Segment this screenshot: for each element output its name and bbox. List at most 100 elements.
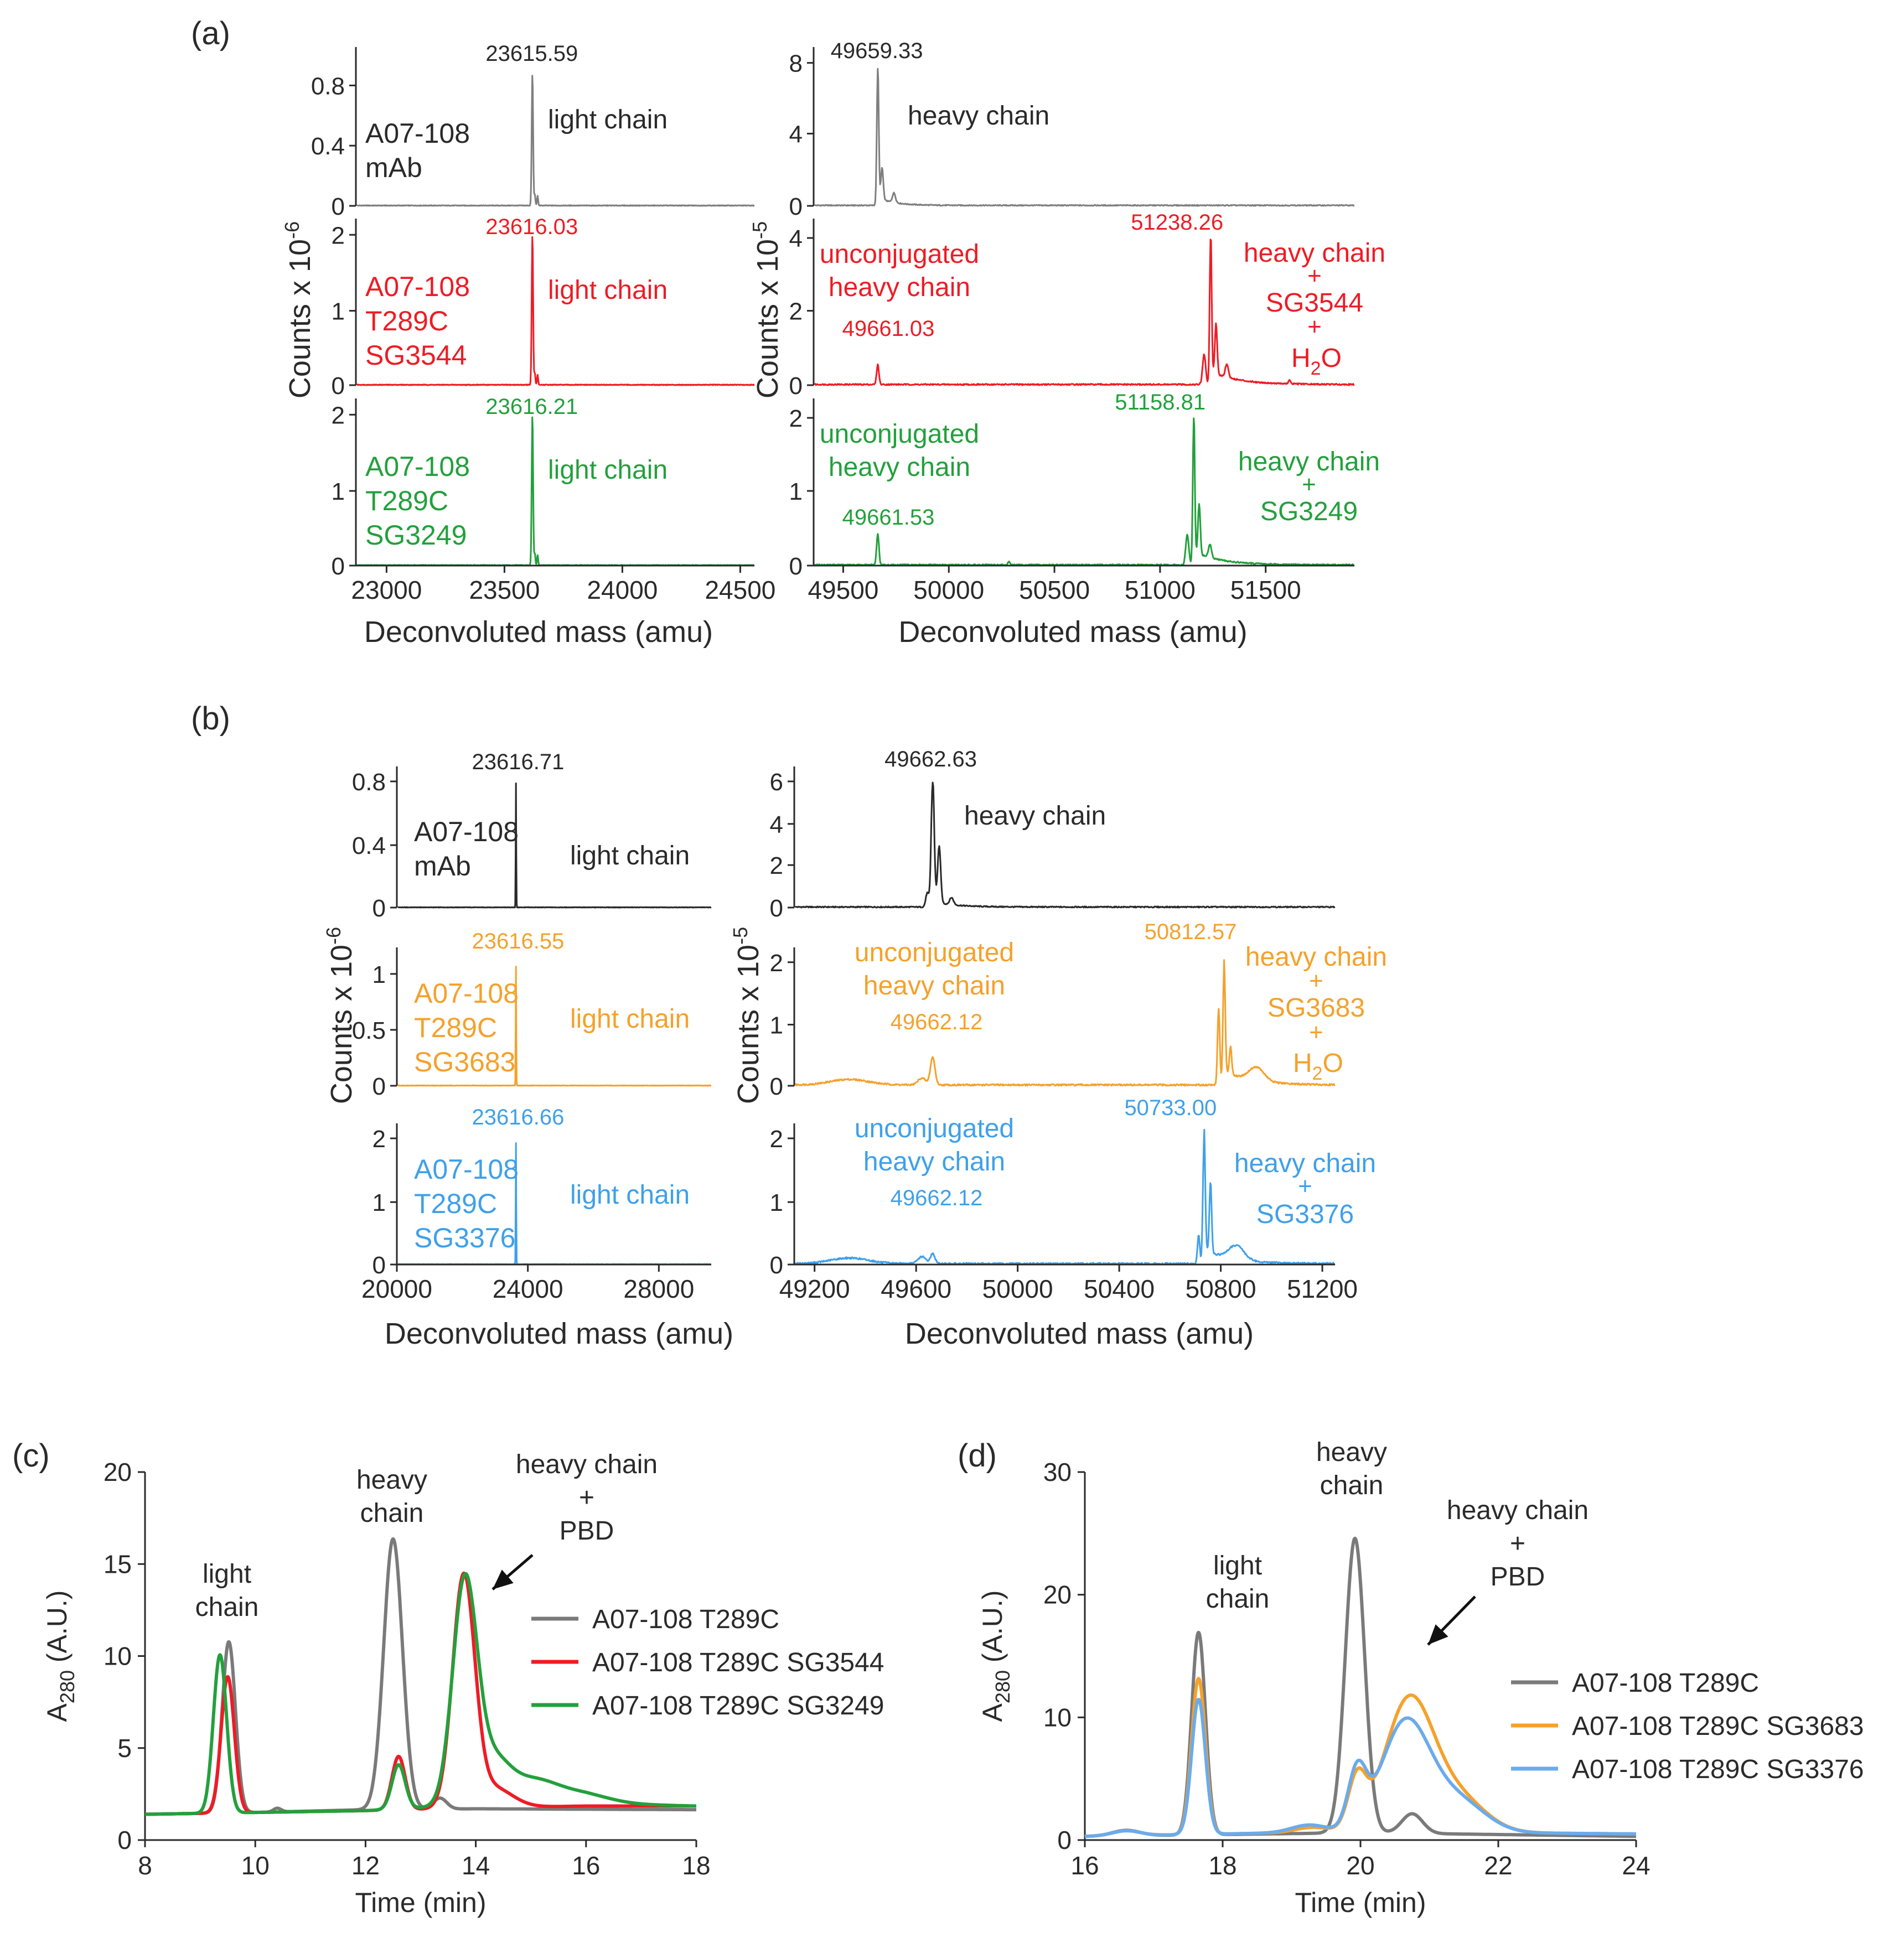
spectrum-line [794, 781, 1336, 909]
unconjugated-annotation: unconjugated [820, 240, 979, 269]
legend-label: A07-108 T289C SG3544 [592, 1648, 884, 1677]
y-tick-label: 20 [1043, 1581, 1072, 1609]
peak-annotation: PBD [560, 1516, 614, 1546]
sample-name: A07-108 [414, 816, 519, 847]
x-tick-label: 50000 [913, 576, 984, 604]
peak-annotation: heavy [1316, 1438, 1387, 1467]
peak-annotation: light [203, 1559, 251, 1589]
chromatogram-line [144, 1537, 697, 1816]
y-tick-label: 1 [332, 298, 345, 325]
unconjugated-annotation: unconjugated [820, 419, 979, 449]
peak-mass-label: 49659.33 [831, 39, 923, 63]
spectrum-line [356, 236, 755, 386]
chromatogram-line [1084, 1677, 1637, 1838]
x-tick-label: 18 [1208, 1851, 1236, 1880]
sample-name: T289C [414, 1188, 497, 1219]
sample-name: A07-108 [365, 118, 470, 149]
sample-name: A07-108 [414, 978, 519, 1009]
y-tick-label: 0 [372, 1073, 386, 1100]
peak-annotation: PBD [1491, 1562, 1545, 1592]
peak-mass-label: 23616.21 [485, 395, 578, 419]
x-tick-label: 24500 [705, 576, 775, 604]
y-tick-label: 0.4 [352, 832, 386, 859]
sample-name: SG3683 [414, 1046, 515, 1077]
unconjugated-annotation: unconjugated [855, 938, 1014, 967]
x-tick-label: 51200 [1287, 1274, 1358, 1303]
y-tick-label: 0 [332, 553, 345, 580]
y-axis-label: A280 (A.U.) [42, 1590, 79, 1722]
x-tick-label: 28000 [623, 1274, 694, 1303]
y-tick-label: 10 [104, 1642, 132, 1671]
y-tick-label: 0 [1057, 1826, 1072, 1854]
conjugate-annotation: heavy chain [1234, 1149, 1376, 1178]
chain-annotation: light chain [570, 841, 690, 870]
conjugate-annotation: heavy chain [1244, 239, 1385, 268]
sample-name: SG3544 [365, 340, 467, 371]
y-tick-label: 2 [789, 405, 803, 432]
y-tick-label: 0 [770, 1252, 783, 1279]
y-tick-label: 2 [372, 1126, 386, 1153]
conjugate-annotation: heavy chain [1245, 942, 1387, 972]
sample-name: T289C [365, 305, 448, 336]
x-tick-label: 12 [351, 1851, 380, 1880]
unconjugated-annotation: heavy chain [863, 971, 1005, 1001]
y-tick-label: 0 [770, 895, 783, 922]
conjugate-annotation: + [1302, 471, 1316, 498]
y-tick-label: 30 [1043, 1458, 1072, 1486]
panel-label-b: (b) [191, 701, 230, 737]
peak-mass-label: 49661.03 [842, 317, 935, 341]
x-tick-label: 16 [1070, 1851, 1099, 1880]
y-axis-exponent: -6 [322, 927, 345, 945]
y-tick-label: 0 [372, 1252, 386, 1279]
y-axis-label: Counts x 10-6 [281, 221, 317, 398]
y-axis-label: Counts x 10-5 [748, 221, 784, 398]
subscript: 2 [1311, 358, 1321, 379]
y-tick-label: 0.5 [352, 1017, 386, 1044]
y-tick-label: 5 [117, 1734, 132, 1763]
y-axis-label: Counts x 10-5 [729, 927, 765, 1104]
y-axis-label: A280 (A.U.) [977, 1590, 1014, 1722]
x-tick-label: 24 [1622, 1851, 1650, 1880]
y-tick-label: 15 [104, 1550, 132, 1578]
y-tick-label: 0 [372, 895, 386, 922]
sample-name: mAb [365, 152, 422, 183]
chain-annotation: light chain [570, 1180, 690, 1210]
x-tick-label: 23000 [351, 576, 422, 604]
unconjugated-annotation: heavy chain [863, 1147, 1005, 1177]
x-tick-label: 51500 [1230, 576, 1301, 604]
y-tick-label: 1 [789, 478, 803, 505]
peak-annotation: light [1213, 1551, 1262, 1581]
legend-label: A07-108 T289C [1572, 1668, 1759, 1698]
y-tick-label: 2 [332, 222, 345, 249]
conjugate-annotation: + [1309, 967, 1323, 994]
y-tick-label: 0.4 [311, 133, 345, 160]
y-tick-label: 0 [117, 1826, 132, 1854]
peak-annotation: heavy [356, 1465, 427, 1495]
conjugate-annotation: O [1321, 344, 1342, 373]
legend-label: A07-108 T289C [592, 1605, 779, 1634]
y-tick-label: 2 [789, 298, 803, 325]
y-tick-label: 0.8 [311, 72, 345, 100]
y-tick-label: 1 [372, 961, 386, 988]
y-tick-label: 20 [104, 1458, 132, 1486]
x-axis-label: Deconvoluted mass (amu) [385, 1317, 733, 1350]
peak-mass-label: 49662.63 [884, 747, 977, 771]
chromatogram-line [1084, 1536, 1637, 1838]
y-tick-label: 1 [332, 478, 345, 505]
conjugate-annotation: + [1307, 262, 1322, 289]
y-tick-label: 2 [770, 950, 783, 977]
x-axis-label: Time (min) [355, 1887, 486, 1918]
y-tick-label: 2 [332, 402, 345, 429]
y-tick-label: 0.8 [352, 769, 386, 796]
unconjugated-annotation: heavy chain [829, 273, 970, 302]
x-tick-label: 50000 [982, 1274, 1053, 1303]
sample-name: SG3376 [414, 1222, 515, 1253]
peak-annotation: heavy chain [1447, 1496, 1589, 1525]
x-tick-label: 23500 [469, 576, 540, 604]
y-tick-label: 2 [770, 1126, 783, 1153]
arrow-head [1428, 1624, 1448, 1645]
x-tick-label: 22 [1484, 1851, 1512, 1880]
x-tick-label: 10 [241, 1851, 270, 1880]
conjugate-annotation: + [1309, 1019, 1323, 1046]
y-tick-label: 4 [789, 121, 803, 148]
